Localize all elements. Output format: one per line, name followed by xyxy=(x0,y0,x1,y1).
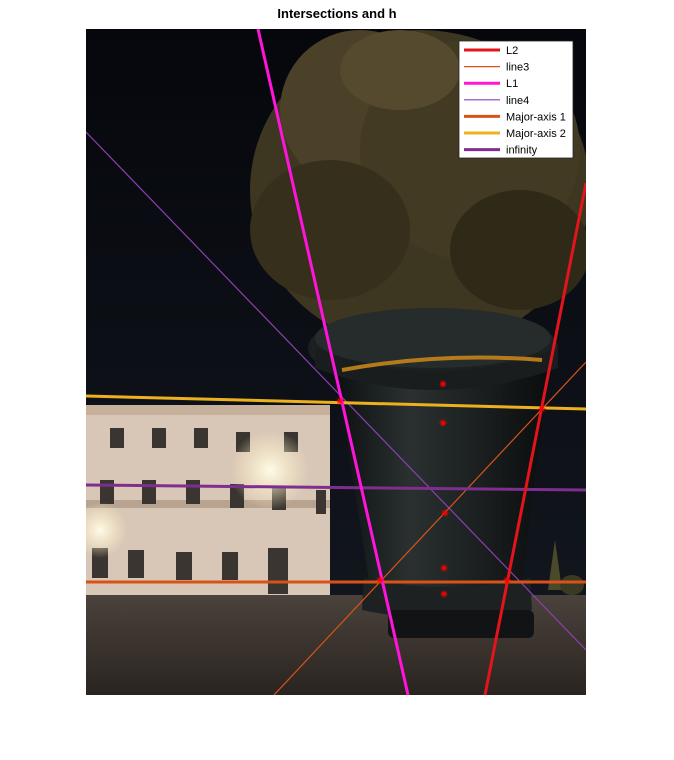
L1 xyxy=(256,29,410,695)
flower-pot xyxy=(308,308,558,638)
major-axis-2 xyxy=(86,394,586,411)
legend-label: L2 xyxy=(506,45,518,57)
red-star-marker xyxy=(441,509,449,517)
red-star-marker xyxy=(440,590,448,598)
legend-label: Major-axis 1 xyxy=(506,111,566,123)
building xyxy=(86,405,330,595)
legend: L2 line3 L1 line4 Major-axis 1 Major-axis 2 in… xyxy=(458,40,574,159)
red-star-marker xyxy=(440,564,448,572)
legend-label: line3 xyxy=(506,62,529,74)
red-star-marker xyxy=(503,576,511,584)
legend-label: line4 xyxy=(506,95,529,107)
infinity-line xyxy=(86,483,586,492)
red-star-marker xyxy=(439,380,447,388)
line3 xyxy=(273,361,586,695)
legend-label: infinity xyxy=(506,145,538,157)
L2 xyxy=(483,182,586,695)
line4 xyxy=(86,131,586,651)
legend-label: L1 xyxy=(506,78,518,90)
overlay-lines xyxy=(86,29,586,695)
red-star-marker xyxy=(376,576,384,584)
intersection-markers xyxy=(336,380,546,598)
legend-label: Major-axis 2 xyxy=(506,128,566,140)
distant-trees xyxy=(548,540,584,595)
red-star-marker xyxy=(336,397,344,405)
red-star-marker xyxy=(439,419,447,427)
red-star-marker xyxy=(538,405,546,413)
figure-title: Intersections and h xyxy=(277,6,397,21)
